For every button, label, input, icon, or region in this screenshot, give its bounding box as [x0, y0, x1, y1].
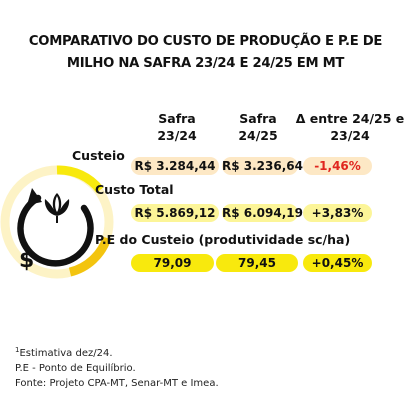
custo-total-2425-value: R$ 6.094,19 — [222, 204, 303, 222]
footnote-estimate: 1Estimativa dez/24. — [15, 343, 219, 361]
custeio-2425-value: R$ 3.236,64 — [222, 157, 303, 175]
footnotes: 1Estimativa dez/24. P.E - Ponto de Equil… — [15, 343, 219, 391]
title-line-1: COMPARATIVO DO CUSTO DE PRODUÇÃO E P.E D… — [28, 34, 383, 49]
row-label-pe-custeio: P.E do Custeio (produtividade sc/ha) — [95, 232, 351, 247]
column-header-line: Δ entre 24/25 e — [295, 111, 405, 126]
footnote-source: Fonte: Projeto CPA-MT, Senar-MT e Imea. — [15, 378, 219, 389]
column-header-line: 24/25 — [238, 128, 278, 143]
footnote-pe: P.E - Ponto de Equilíbrio. — [15, 363, 136, 374]
pe-2324-value: 79,09 — [131, 254, 214, 272]
cycle-arc — [17, 194, 94, 267]
custo-total-2324-value: R$ 5.869,12 — [131, 204, 219, 222]
custo-total-delta-value: +3,83% — [303, 204, 372, 222]
footnote-marker: 1 — [15, 346, 20, 354]
column-header-line: 23/24 — [157, 128, 197, 143]
footnote-estimate-text: Estimativa dez/24. — [19, 348, 113, 359]
column-header-line: Safra — [239, 111, 277, 126]
custeio-delta-value: -1,46% — [303, 157, 372, 175]
row-label-custeio: Custeio — [72, 148, 125, 163]
pe-2425-value: 79,45 — [216, 254, 298, 272]
ring-yellow-arc — [56, 165, 104, 193]
column-header-line: 23/24 — [330, 128, 370, 143]
row-label-custo-total: Custo Total — [95, 182, 174, 197]
ring-pale — [0, 165, 114, 279]
chart-title: COMPARATIVO DO CUSTO DE PRODUÇÃO E P.E D… — [10, 31, 401, 75]
column-header-safra-2324: Safra 23/24 — [132, 110, 222, 144]
cycle-arrowhead — [27, 188, 42, 205]
corn-icon — [44, 193, 70, 223]
title-line-2: MILHO NA SAFRA 23/24 E 24/25 EM MT — [66, 56, 345, 71]
column-header-line: Safra — [158, 111, 196, 126]
column-header-delta: Δ entre 24/25 e 23/24 — [290, 110, 410, 144]
dollar-sign: $ — [19, 248, 34, 273]
column-header-safra-2425: Safra 24/25 — [213, 110, 303, 144]
custeio-2324-value: R$ 3.284,44 — [131, 157, 219, 175]
pe-delta-value: +0,45% — [303, 254, 372, 272]
